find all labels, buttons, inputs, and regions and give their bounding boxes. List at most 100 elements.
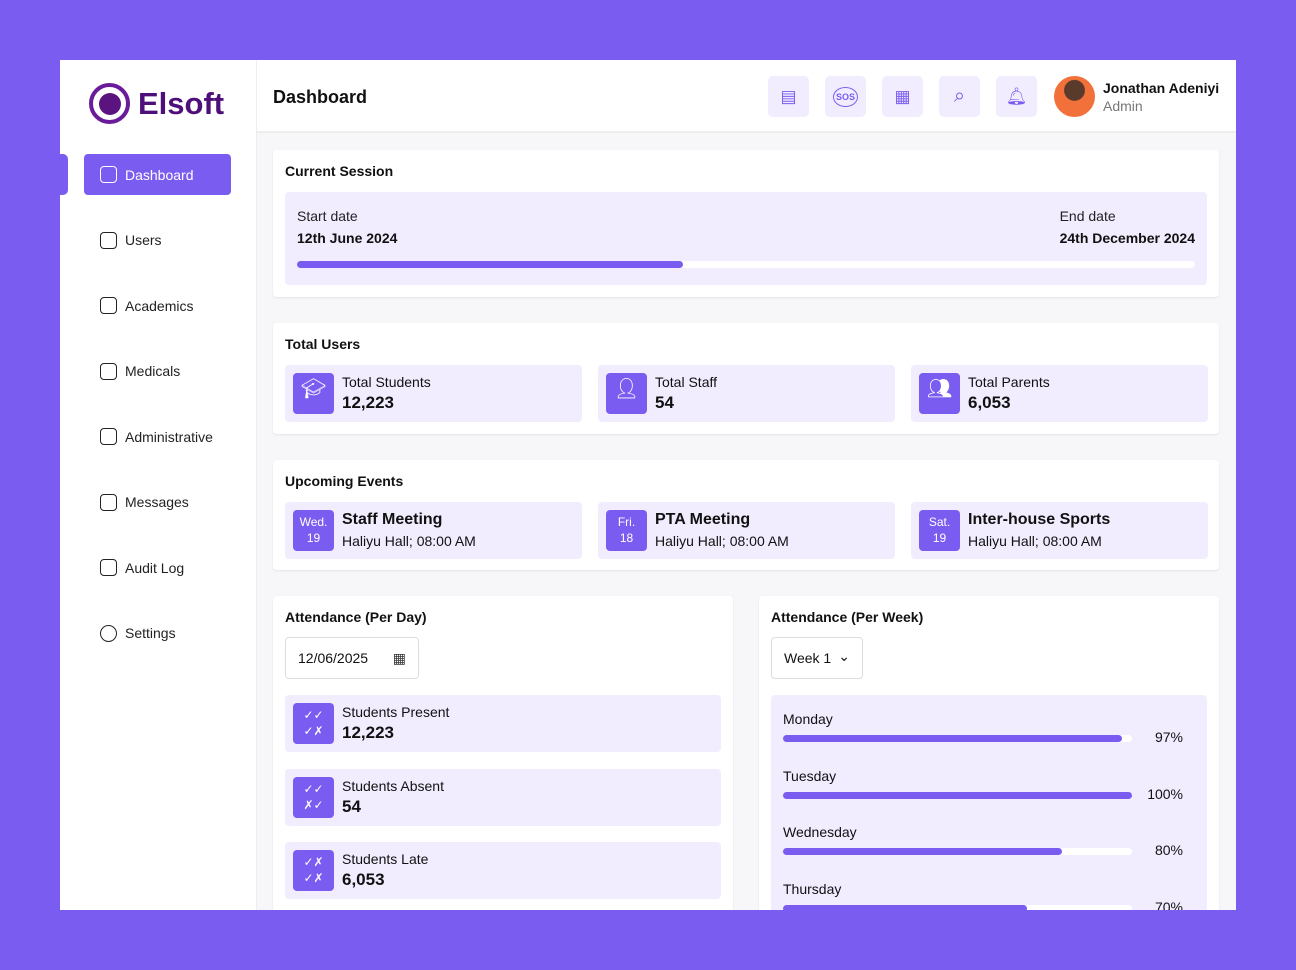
event-detail: Haliyu Hall; 08:00 AM <box>655 533 789 549</box>
stat-value: 12,223 <box>342 723 394 742</box>
sidebar-item-academics[interactable]: Academics <box>84 285 231 326</box>
search-icon: ⌕ <box>953 85 966 107</box>
session-progress-bar <box>297 261 1195 268</box>
total-parents-tile[interactable]: 👥︎ Total Parents 6,053 <box>911 365 1208 422</box>
users-icon <box>100 231 117 249</box>
sos-button[interactable]: SOS <box>825 76 866 117</box>
medical-icon <box>100 362 117 380</box>
total-users-card: Total Users 🎓︎ Total Students 12,223 👤︎ Tot… <box>273 323 1219 434</box>
day-attendance-fill <box>783 791 1132 799</box>
gear-icon <box>100 624 117 642</box>
stat-label: Total Staff <box>655 374 718 390</box>
sidebar-item-label: Academics <box>125 297 194 314</box>
event-date-badge: Fri. 18 <box>606 510 647 551</box>
sidebar-item-audit-log[interactable]: Audit Log <box>84 547 231 588</box>
card-title: Upcoming Events <box>285 473 404 489</box>
stat-label: Total Students <box>342 374 431 390</box>
session-progress-fill <box>297 261 684 268</box>
bell-icon: 🔔︎ <box>1005 86 1028 106</box>
sidebar-item-users[interactable]: Users <box>84 220 231 261</box>
search-button[interactable]: ⌕ <box>939 76 980 117</box>
sidebar-item-administrative[interactable]: Administrative <box>84 416 231 457</box>
current-session-card: Current Session Start date 12th June 2024… <box>273 150 1219 297</box>
event-date: 19 <box>306 531 321 545</box>
card-title: Current Session <box>285 163 394 179</box>
day-attendance-bar <box>783 735 1132 742</box>
student-icon: 🎓︎ <box>293 373 334 414</box>
sos-icon: SOS <box>832 86 858 107</box>
upcoming-events-card: Upcoming Events Wed. 19 Staff Meeting Haliy… <box>273 460 1219 570</box>
total-students-tile[interactable]: 🎓︎ Total Students 12,223 <box>285 365 582 422</box>
day-attendance-fill <box>783 848 1063 855</box>
brand-name: Elsoft <box>138 85 225 121</box>
chevron-down-icon: ⌄ <box>838 648 850 664</box>
weekly-attendance-list: Monday 97% Tuesday 100% Wednesday 80% Thurs… <box>771 695 1207 910</box>
chart-icon <box>100 166 117 183</box>
stat-value: 6,053 <box>968 393 1011 412</box>
active-indicator <box>60 154 68 195</box>
user-profile[interactable]: Jonathan Adeniyi Admin <box>1054 76 1219 117</box>
sidebar-item-dashboard[interactable]: Dashboard <box>84 154 231 195</box>
day-attendance-bar <box>783 791 1132 799</box>
event-detail: Haliyu Hall; 08:00 AM <box>342 533 476 549</box>
event-day: Sat. <box>928 515 951 529</box>
total-staff-tile[interactable]: 👤︎ Total Staff 54 <box>598 365 895 422</box>
user-name: Jonathan Adeniyi <box>1103 79 1220 96</box>
event-name: PTA Meeting <box>655 511 751 528</box>
day-label: Thursday <box>783 880 842 897</box>
stat-value: 6,053 <box>342 870 385 889</box>
calendar-icon: ▦ <box>392 650 406 666</box>
day-label: Tuesday <box>783 767 837 784</box>
parents-icon: 👥︎ <box>919 373 960 414</box>
sidebar-item-label: Medicals <box>125 363 181 379</box>
sidebar-item-medicals[interactable]: Medicals <box>84 351 231 392</box>
sidebar-item-settings[interactable]: Settings <box>84 613 231 654</box>
sidebar-item-label: Messages <box>125 494 189 510</box>
academics-icon <box>100 297 117 314</box>
end-date-label: End date <box>1059 208 1116 224</box>
event-date: 18 <box>619 531 634 545</box>
sidebar-item-messages[interactable]: Messages <box>84 482 231 523</box>
user-role: Admin <box>1103 97 1143 114</box>
sidebar-item-label: Settings <box>125 625 176 641</box>
day-percentage: 100% <box>1147 785 1183 802</box>
day-attendance-fill <box>783 904 1028 910</box>
week-select[interactable]: Week 1 ⌄ <box>771 637 863 679</box>
staff-icon: 👤︎ <box>606 373 647 414</box>
event-day: Fri. <box>617 515 636 529</box>
students-absent-tile: ✓✓ ✗✓ Students Absent 54 <box>285 769 721 826</box>
notifications-button[interactable]: 🔔︎ <box>996 76 1037 117</box>
event-item[interactable]: Sat. 19 Inter-house Sports Haliyu Hall; 08:… <box>911 502 1208 559</box>
sidebar-item-label: Users <box>125 232 162 248</box>
stat-value: 54 <box>342 797 361 816</box>
event-date-badge: Sat. 19 <box>919 510 960 551</box>
week-value: Week 1 <box>784 650 832 666</box>
start-date-label: Start date <box>297 208 358 224</box>
students-late-tile: ✓✗ ✓✗ Students Late 6,053 <box>285 842 721 899</box>
date-picker[interactable]: 12/06/2025 ▦ <box>285 637 419 679</box>
end-date: 24th December 2024 <box>1059 230 1195 246</box>
day-attendance-bar <box>783 904 1132 910</box>
attendance-icon: ✓✓ ✗✓ <box>293 777 334 818</box>
start-date: 12th June 2024 <box>297 230 398 246</box>
event-date: 19 <box>932 531 947 545</box>
avatar <box>1054 76 1095 117</box>
message-icon <box>100 493 117 511</box>
day-label: Monday <box>783 711 833 727</box>
admin-icon <box>100 428 117 445</box>
report-button[interactable]: ▤ <box>768 76 809 117</box>
day-percentage: 70% <box>1154 898 1183 911</box>
sidebar: Elsoft Dashboard Users Academics Medical… <box>60 60 257 910</box>
stat-label: Students Late <box>342 851 429 867</box>
event-name: Staff Meeting <box>342 511 443 528</box>
event-item[interactable]: Fri. 18 PTA Meeting Haliyu Hall; 08:00 AM <box>598 502 895 559</box>
audit-icon <box>100 559 117 576</box>
event-item[interactable]: Wed. 19 Staff Meeting Haliyu Hall; 08:00 AM <box>285 502 582 559</box>
card-title: Attendance (Per Day) <box>285 609 427 625</box>
day-percentage: 80% <box>1154 842 1183 858</box>
calendar-button[interactable]: ▦ <box>882 76 923 117</box>
logo[interactable]: Elsoft <box>89 83 224 124</box>
day-label: Wednesday <box>783 824 857 840</box>
sidebar-item-label: Dashboard <box>125 166 194 183</box>
date-value: 12/06/2025 <box>298 650 369 666</box>
